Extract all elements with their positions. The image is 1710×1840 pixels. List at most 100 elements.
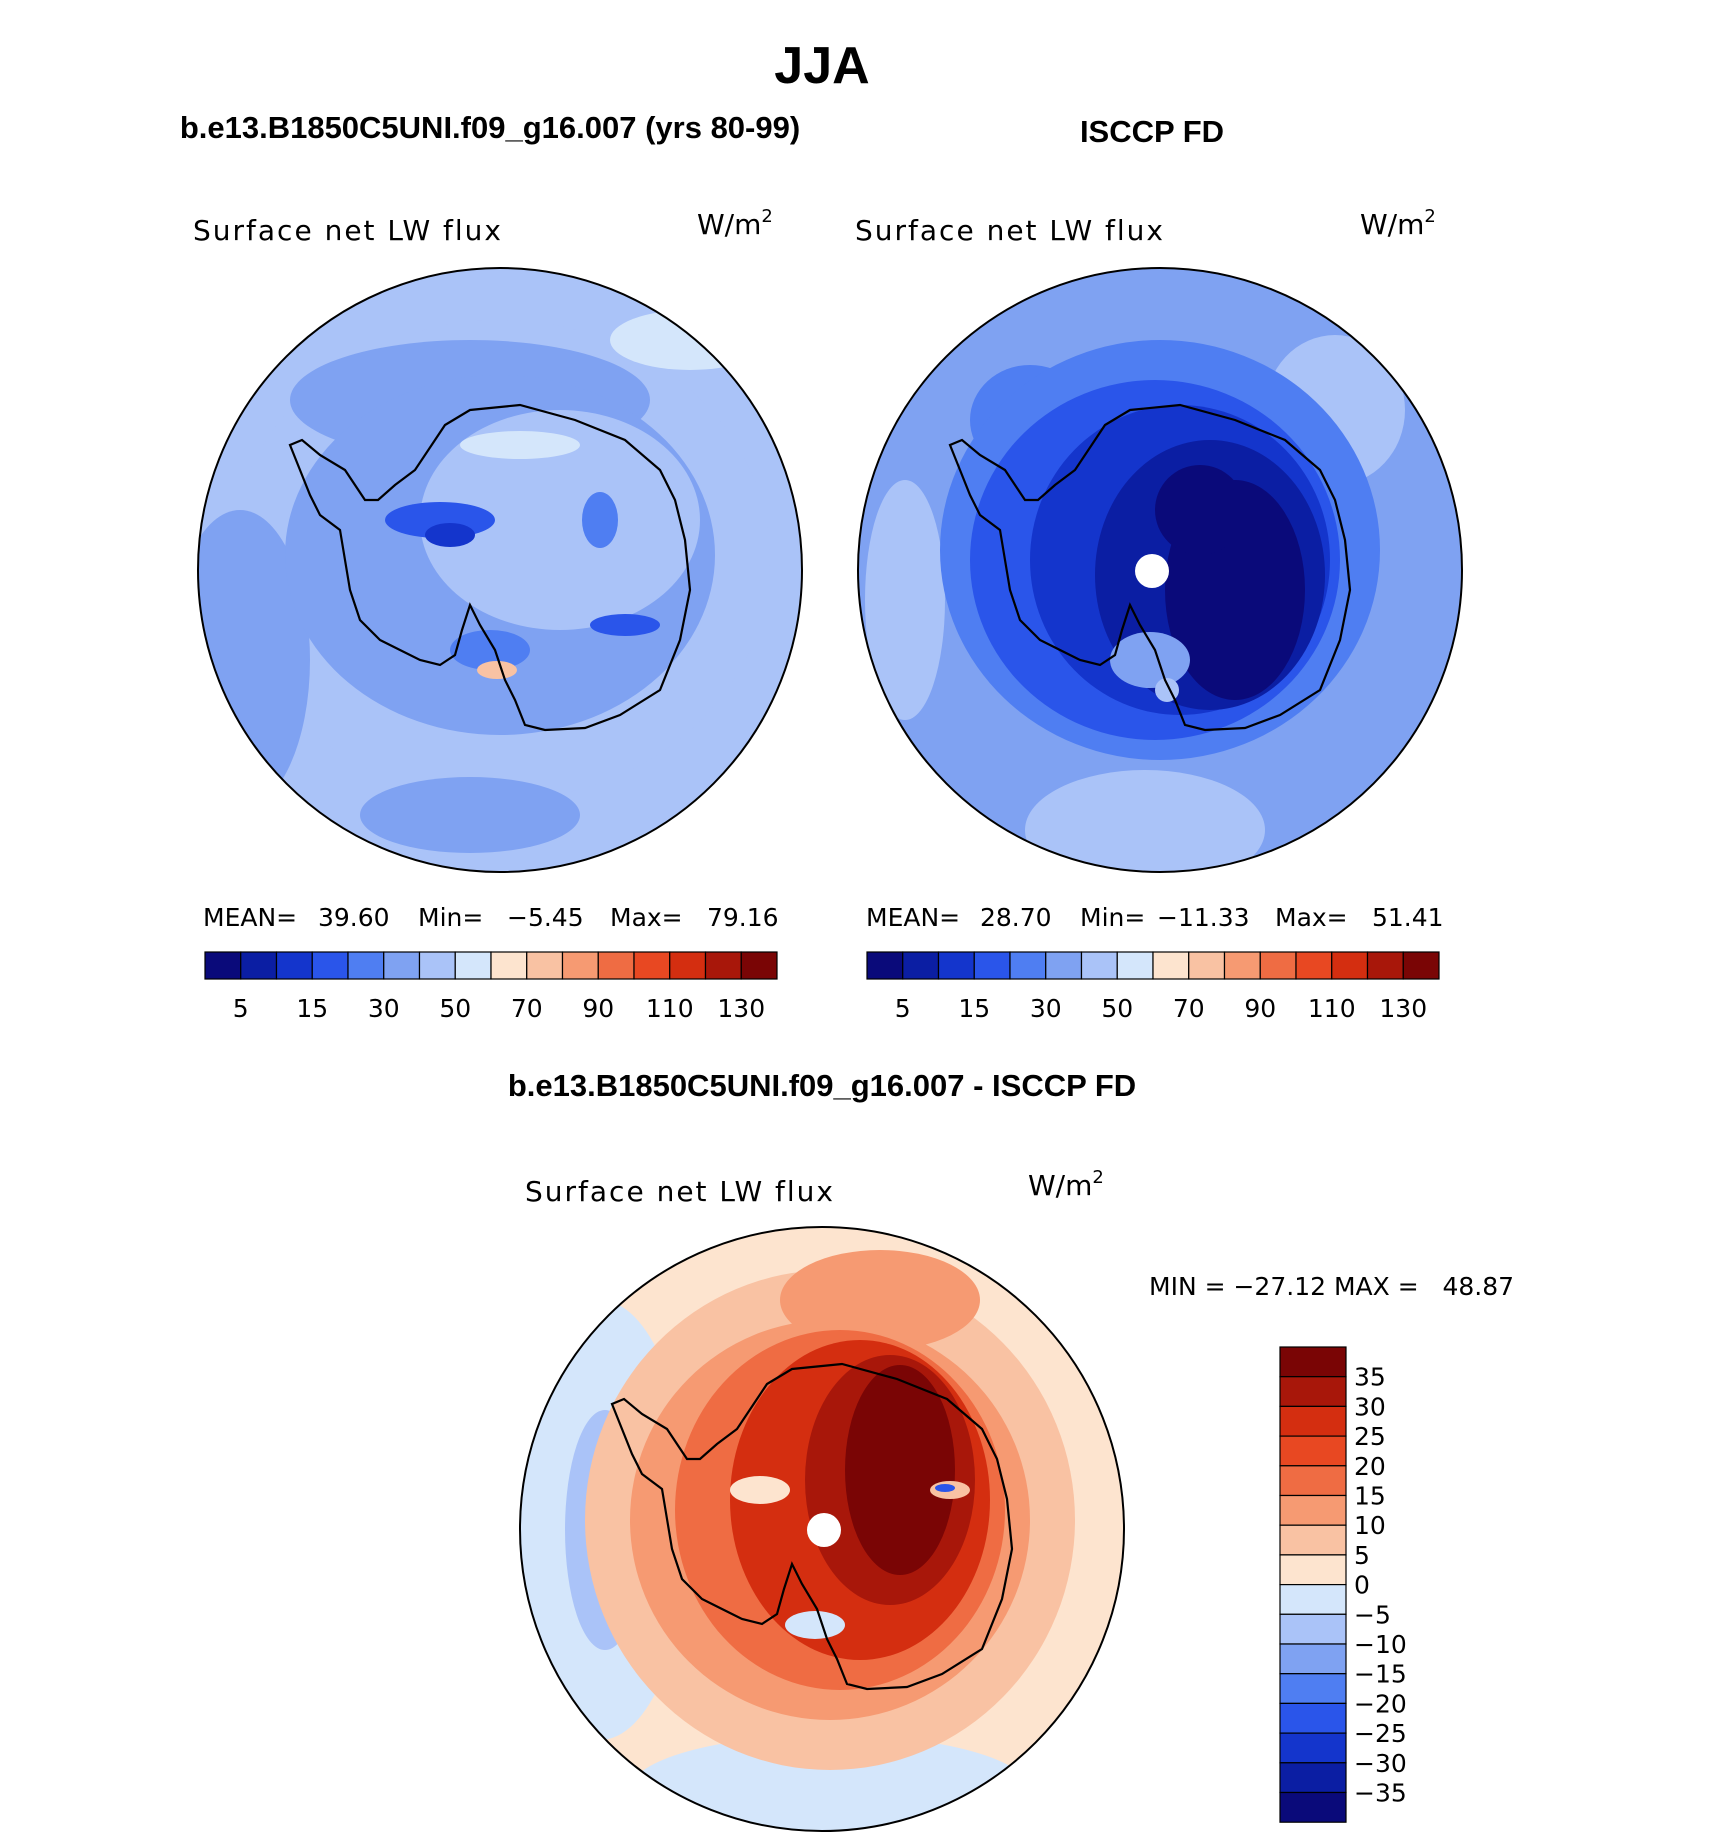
panel-diff-minmax: MIN = −27.12 MAX = 48.87 xyxy=(1149,1272,1514,1301)
panel-diff-colorbar-swatch-2 xyxy=(1279,1405,1347,1437)
panel-model-colorbar-swatch-1 xyxy=(240,951,278,980)
panel-model-stats: MEAN= 39.60 Min= −5.45 Max= 79.16 xyxy=(203,903,779,932)
panel-obs-units: W/m2 xyxy=(1360,206,1436,241)
panel-model-colorbar-swatch-14 xyxy=(704,951,742,980)
panel-obs-colorbar-tick-label: 110 xyxy=(1308,994,1356,1023)
panel-model-variable: Surface net LW flux xyxy=(193,214,503,247)
panel-model-heading: b.e13.B1850C5UNI.f09_g16.007 (yrs 80-99) xyxy=(180,110,800,145)
panel-diff-colorbar-swatch-14 xyxy=(1279,1762,1347,1794)
panel-obs-colorbar-swatch-8 xyxy=(1152,951,1190,980)
panel-diff-colorbar-swatch-4 xyxy=(1279,1465,1347,1497)
panel-diff-colorbar-tick-label: 5 xyxy=(1354,1541,1370,1570)
panel-model-mean-value: 39.60 xyxy=(318,903,390,932)
panel-diff-colorbar-tick-label: 25 xyxy=(1354,1422,1386,1451)
panel-diff-colorbar-tick-label: 30 xyxy=(1354,1392,1386,1421)
panel-obs-colorbar-swatch-5 xyxy=(1045,951,1083,980)
panel-obs-colorbar-swatch-0 xyxy=(866,951,904,980)
panel-obs-variable: Surface net LW flux xyxy=(855,214,1165,247)
panel-model-colorbar-swatch-13 xyxy=(669,951,707,980)
panel-diff-colorbar-tick-label: 15 xyxy=(1354,1482,1386,1511)
panel-obs-colorbar: 5 15 30 50 70 90 110 130 xyxy=(866,951,1440,1023)
panel-diff-colorbar-swatch-10 xyxy=(1279,1643,1347,1675)
figure-title: JJA xyxy=(774,37,869,95)
panel-model-colorbar-swatch-7 xyxy=(454,951,492,980)
panel-model-colorbar-swatch-0 xyxy=(204,951,242,980)
panel-obs-colorbar-tick-label: 50 xyxy=(1101,994,1133,1023)
panel-obs-max-label: Max= xyxy=(1275,903,1348,932)
panel-model-colorbar-swatch-11 xyxy=(597,951,635,980)
panel-obs-colorbar-tick-label: 70 xyxy=(1173,994,1205,1023)
panel-diff-colorbar-swatch-12 xyxy=(1279,1702,1347,1734)
panel-model-colorbar-swatch-4 xyxy=(347,951,385,980)
panel-obs-colorbar-swatch-10 xyxy=(1223,951,1261,980)
panel-model-min-value: −5.45 xyxy=(507,903,584,932)
panel-obs-colorbar-swatch-11 xyxy=(1259,951,1297,980)
panel-diff-colorbar-swatch-9 xyxy=(1279,1613,1347,1645)
panel-model-mean-label: MEAN= xyxy=(203,903,297,932)
panel-obs-map-border xyxy=(857,267,1463,873)
panel-diff-variable: Surface net LW flux xyxy=(525,1175,835,1208)
panel-diff-map xyxy=(520,1227,1124,1831)
panel-obs-coastline xyxy=(948,403,1352,732)
panel-model-colorbar-tick-label: 5 xyxy=(233,994,249,1023)
panel-obs: ISCCP FD Surface net LW flux W/m2 MEAN= … xyxy=(855,114,1463,1023)
panel-model-colorbar-tick-label: 30 xyxy=(368,994,400,1023)
panel-diff: b.e13.B1850C5UNI.f09_g16.007 - ISCCP FD … xyxy=(508,1068,1514,1832)
panel-model-coastline xyxy=(288,403,692,732)
panel-diff-colorbar-tick-label: −25 xyxy=(1354,1719,1407,1748)
panel-diff-colorbar-tick-label: −5 xyxy=(1354,1600,1391,1629)
panel-model-colorbar: 5 15 30 50 70 90 110 130 xyxy=(204,951,778,1023)
panel-obs-colorbar-tick-label: 130 xyxy=(1379,994,1427,1023)
panel-model-colorbar-tick-label: 130 xyxy=(717,994,765,1023)
panel-obs-mean-value: 28.70 xyxy=(980,903,1052,932)
panel-diff-coastline xyxy=(610,1362,1014,1691)
panel-model-colorbar-tick-label: 70 xyxy=(511,994,543,1023)
panel-obs-colorbar-swatch-4 xyxy=(1009,951,1047,980)
panel-obs-heading: ISCCP FD xyxy=(1080,114,1224,149)
panel-diff-colorbar-tick-label: −30 xyxy=(1354,1749,1407,1778)
panel-diff-colorbar-swatch-15 xyxy=(1279,1791,1347,1823)
panel-diff-colorbar-tick-label: 35 xyxy=(1354,1363,1386,1392)
panel-diff-colorbar-tick-label: −15 xyxy=(1354,1660,1407,1689)
panel-diff-colorbar-swatch-6 xyxy=(1279,1524,1347,1556)
panel-obs-colorbar-swatch-14 xyxy=(1366,951,1404,980)
panel-diff-colorbar-swatch-1 xyxy=(1279,1376,1347,1407)
panel-model-colorbar-swatch-5 xyxy=(383,951,421,980)
panel-diff-colorbar-swatch-11 xyxy=(1279,1673,1347,1704)
panel-model-colorbar-swatch-6 xyxy=(418,951,456,980)
panel-diff-colorbar-swatch-5 xyxy=(1279,1494,1347,1526)
panel-obs-min-label: Min= xyxy=(1080,903,1145,932)
panel-obs-colorbar-swatch-15 xyxy=(1402,951,1440,980)
panel-diff-units: W/m2 xyxy=(1028,1167,1104,1202)
panel-obs-colorbar-swatch-6 xyxy=(1080,951,1118,980)
panel-model-min-label: Min= xyxy=(418,903,483,932)
panel-model-colorbar-swatch-12 xyxy=(633,951,671,980)
panel-obs-mean-label: MEAN= xyxy=(866,903,960,932)
panel-obs-colorbar-swatch-1 xyxy=(902,951,940,980)
panel-model-map xyxy=(198,268,802,872)
panel-model-colorbar-swatch-8 xyxy=(490,951,528,980)
panel-model-colorbar-tick-label: 15 xyxy=(296,994,328,1023)
panel-model-max-label: Max= xyxy=(610,903,683,932)
panel-model-colorbar-swatch-9 xyxy=(526,951,564,980)
panel-diff-colorbar-swatch-0 xyxy=(1279,1346,1347,1378)
panel-obs-colorbar-tick-label: 5 xyxy=(895,994,911,1023)
panel-diff-heading: b.e13.B1850C5UNI.f09_g16.007 - ISCCP FD xyxy=(508,1068,1136,1103)
panel-diff-colorbar-tick-label: −10 xyxy=(1354,1630,1407,1659)
panel-model-colorbar-tick-label: 110 xyxy=(646,994,694,1023)
panel-obs-max-value: 51.41 xyxy=(1372,903,1444,932)
panel-obs-colorbar-tick-label: 90 xyxy=(1244,994,1276,1023)
panel-obs-colorbar-swatch-2 xyxy=(937,951,975,980)
panel-model-colorbar-swatch-3 xyxy=(311,951,349,980)
panel-diff-colorbar-swatch-13 xyxy=(1279,1732,1347,1764)
panel-obs-colorbar-tick-label: 15 xyxy=(958,994,990,1023)
panel-model-colorbar-swatch-2 xyxy=(275,951,313,980)
panel-diff-colorbar-tick-label: 20 xyxy=(1354,1452,1386,1481)
panel-diff-colorbar-tick-label: −20 xyxy=(1354,1689,1407,1718)
panel-obs-colorbar-swatch-3 xyxy=(973,951,1011,980)
panel-obs-colorbar-swatch-13 xyxy=(1331,951,1369,980)
panel-model: b.e13.B1850C5UNI.f09_g16.007 (yrs 80-99)… xyxy=(180,110,803,1023)
panel-model-colorbar-swatch-15 xyxy=(740,951,778,980)
